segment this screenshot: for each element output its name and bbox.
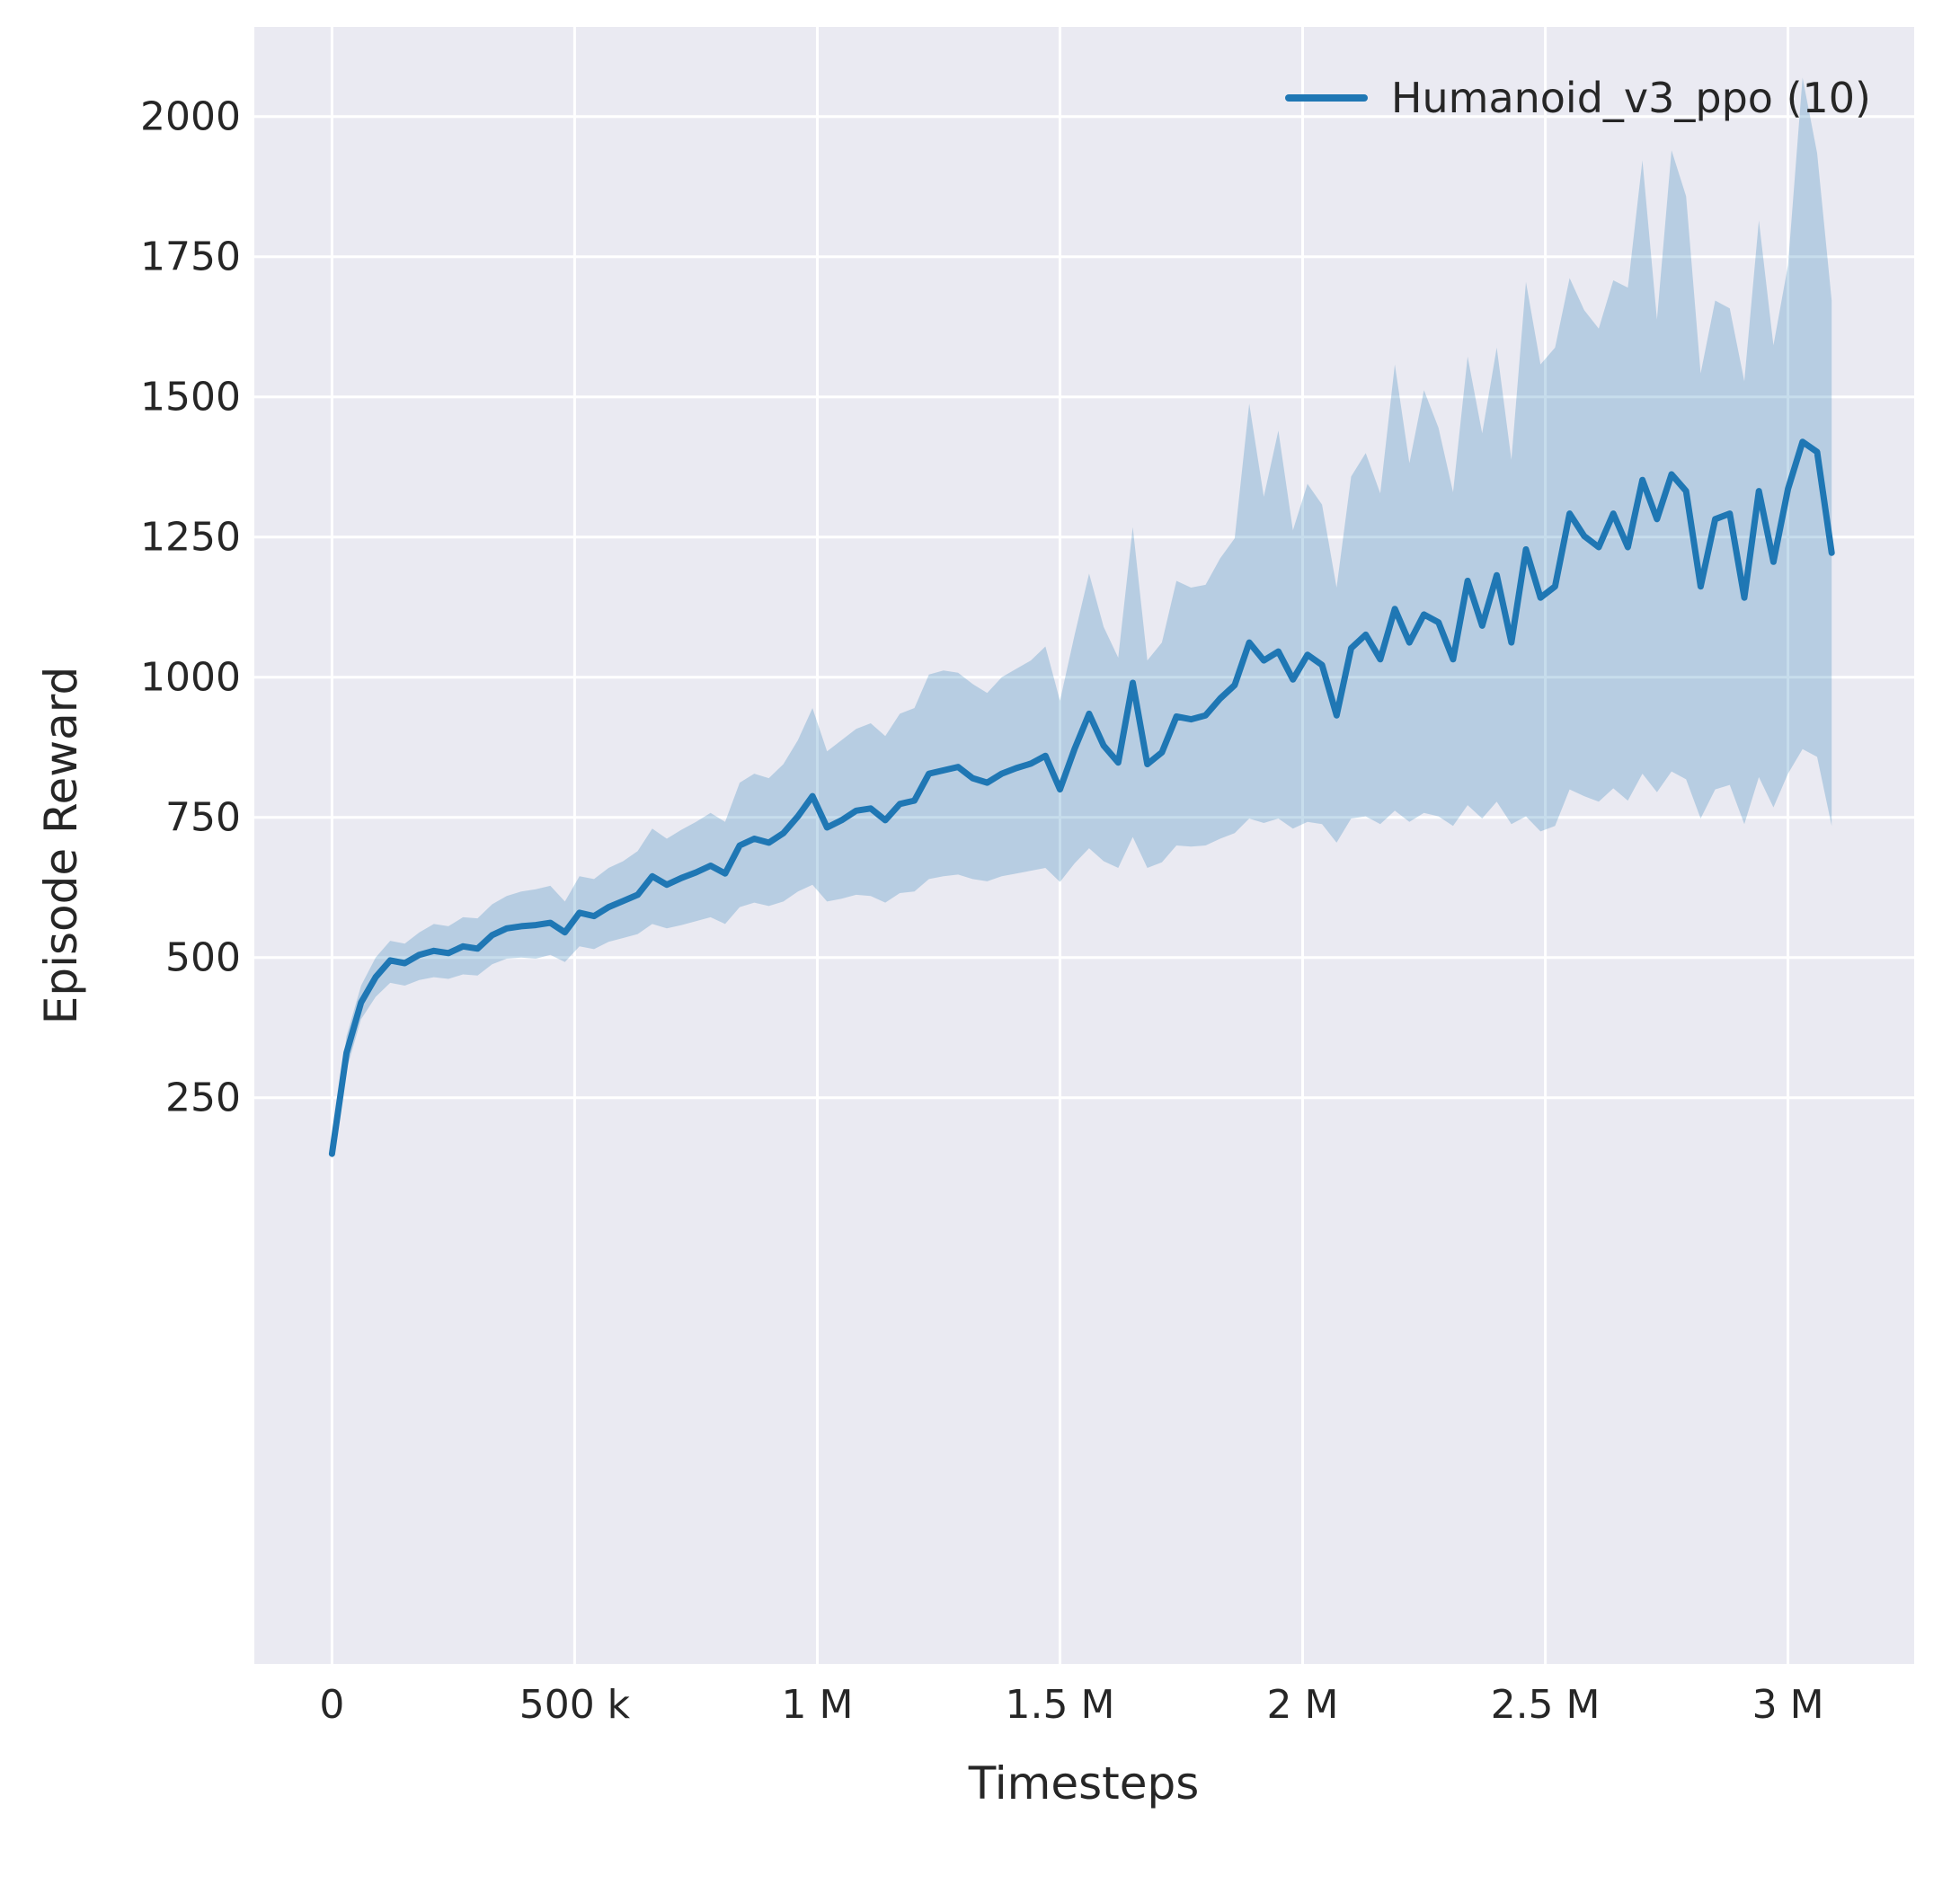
y-tick-label: 1250: [140, 514, 241, 561]
y-axis-label: Episode Reward: [35, 666, 87, 1025]
y-tick-label: 1500: [140, 374, 241, 420]
x-axis-label: Timesteps: [968, 1757, 1200, 1810]
y-tick-label: 2000: [140, 93, 241, 140]
y-tick-label: 500: [165, 934, 241, 981]
y-tick-label: 1000: [140, 654, 241, 701]
y-tick-label: 250: [165, 1075, 241, 1121]
y-tick-label: 750: [165, 794, 241, 841]
y-tick-label: 1750: [140, 234, 241, 280]
legend-label: Humanoid_v3_ppo (10): [1390, 74, 1871, 122]
x-tick-label: 500 k: [519, 1682, 631, 1728]
x-tick-label: 3 M: [1752, 1682, 1824, 1728]
legend: Humanoid_v3_ppo (10): [1284, 74, 1871, 122]
chart-canvas: [254, 27, 1914, 1664]
x-tick-label: 1.5 M: [1005, 1682, 1115, 1728]
x-tick-label: 2.5 M: [1490, 1682, 1601, 1728]
legend-line-sample-icon: [1284, 94, 1368, 102]
x-tick-label: 0: [319, 1682, 345, 1728]
x-tick-label: 1 M: [781, 1682, 854, 1728]
plot-area: Humanoid_v3_ppo (10): [254, 27, 1914, 1664]
x-tick-label: 2 M: [1266, 1682, 1339, 1728]
